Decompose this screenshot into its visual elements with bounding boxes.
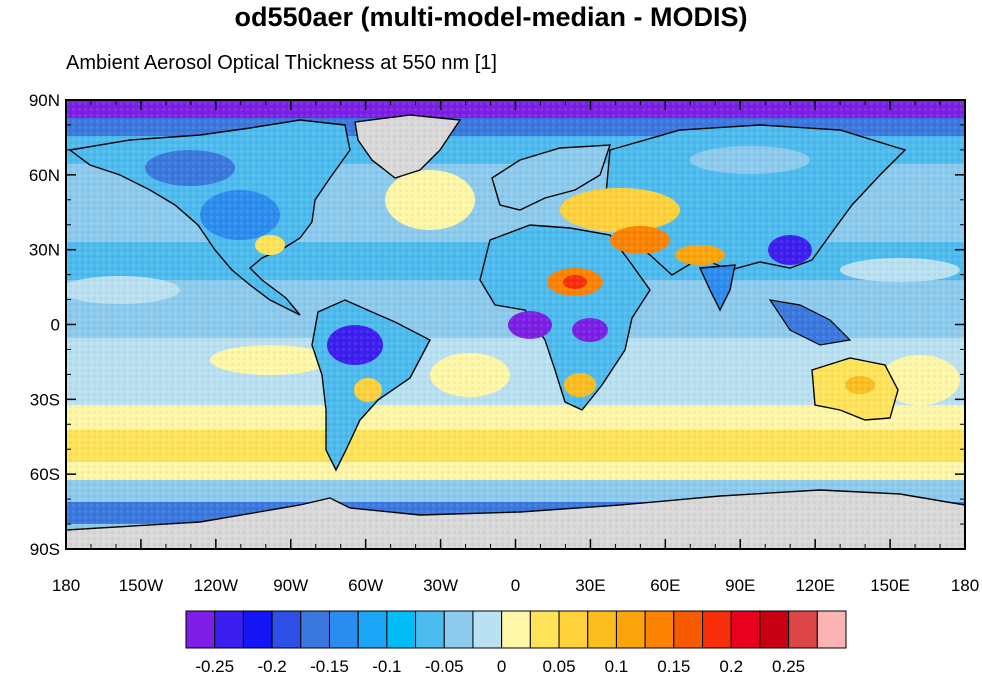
lon-label: 0 (511, 576, 520, 595)
lat-label: 90N (29, 91, 60, 110)
lat-label: 60N (29, 166, 60, 185)
colorbar-label: -0.2 (257, 657, 286, 676)
colorbar-swatch (644, 610, 675, 649)
colorbar-swatch (357, 610, 388, 649)
lon-label: 30E (575, 576, 605, 595)
colorbar-swatch (702, 610, 732, 649)
lon-label: 120E (795, 576, 835, 595)
lon-label: 180 (951, 576, 979, 595)
lon-label: 120W (194, 576, 238, 595)
colorbar-swatch (472, 610, 503, 649)
colorbar-swatch (214, 610, 244, 649)
plot-title: od550aer (multi-model-median - MODIS) (234, 2, 748, 32)
colorbar-swatch (558, 610, 589, 649)
colorbar-swatch (386, 610, 417, 649)
colorbar-label: 0.1 (605, 657, 629, 676)
colorbar-swatch (271, 610, 302, 649)
lon-label: 60W (348, 576, 383, 595)
colorbar-swatch (673, 610, 704, 649)
lon-label: 150W (119, 576, 163, 595)
lat-label: 30S (30, 390, 60, 409)
axis-ticks: 90N 60N 30N 0 30S 60S 90S 180 150W 120W 90W 60W 30W 0… (29, 91, 979, 595)
colorbar-label: -0.05 (425, 657, 464, 676)
colorbar-label: 0.2 (719, 657, 743, 676)
colorbar-label: -0.1 (372, 657, 401, 676)
colorbar-label: 0 (497, 657, 506, 676)
colorbar-swatch (529, 610, 560, 649)
colorbar-label: -0.25 (195, 657, 234, 676)
colorbar-swatch (415, 610, 445, 649)
colorbar-swatch (587, 610, 617, 649)
colorbar-label: 0.05 (542, 657, 575, 676)
plot-subtitle: Ambient Aerosol Optical Thickness at 550… (66, 52, 497, 74)
colorbar-swatch (185, 610, 216, 649)
lon-label: 180 (52, 576, 80, 595)
colorbar: -0.25 -0.2 -0.15 -0.1 -0.05 0 0.05 0.1 0.15 0.2 0.… (185, 610, 847, 676)
texture-overlay (66, 100, 965, 549)
lat-label: 60S (30, 465, 60, 484)
colorbar-swatch (615, 610, 646, 649)
lon-label: 90E (725, 576, 755, 595)
lon-label: 90W (273, 576, 308, 595)
lat-label: 90S (30, 540, 60, 559)
colorbar-swatch (242, 610, 273, 649)
lon-label: 60E (650, 576, 680, 595)
colorbar-swatch (730, 610, 761, 649)
colorbar-label: -0.15 (310, 657, 349, 676)
colorbar-swatch (443, 610, 474, 649)
colorbar-swatch (300, 610, 330, 649)
lat-label: 30N (29, 241, 60, 260)
colorbar-label: 0.15 (657, 657, 690, 676)
map-field (66, 100, 965, 549)
colorbar-swatch (788, 610, 818, 649)
colorbar-swatch (816, 610, 847, 649)
lat-label: 0 (51, 316, 60, 335)
lon-label: 30W (423, 576, 458, 595)
colorbar-swatch (328, 610, 359, 649)
lon-label: 150E (870, 576, 910, 595)
colorbar-swatch (501, 610, 531, 649)
colorbar-swatch (759, 610, 790, 649)
colorbar-label: 0.25 (772, 657, 805, 676)
